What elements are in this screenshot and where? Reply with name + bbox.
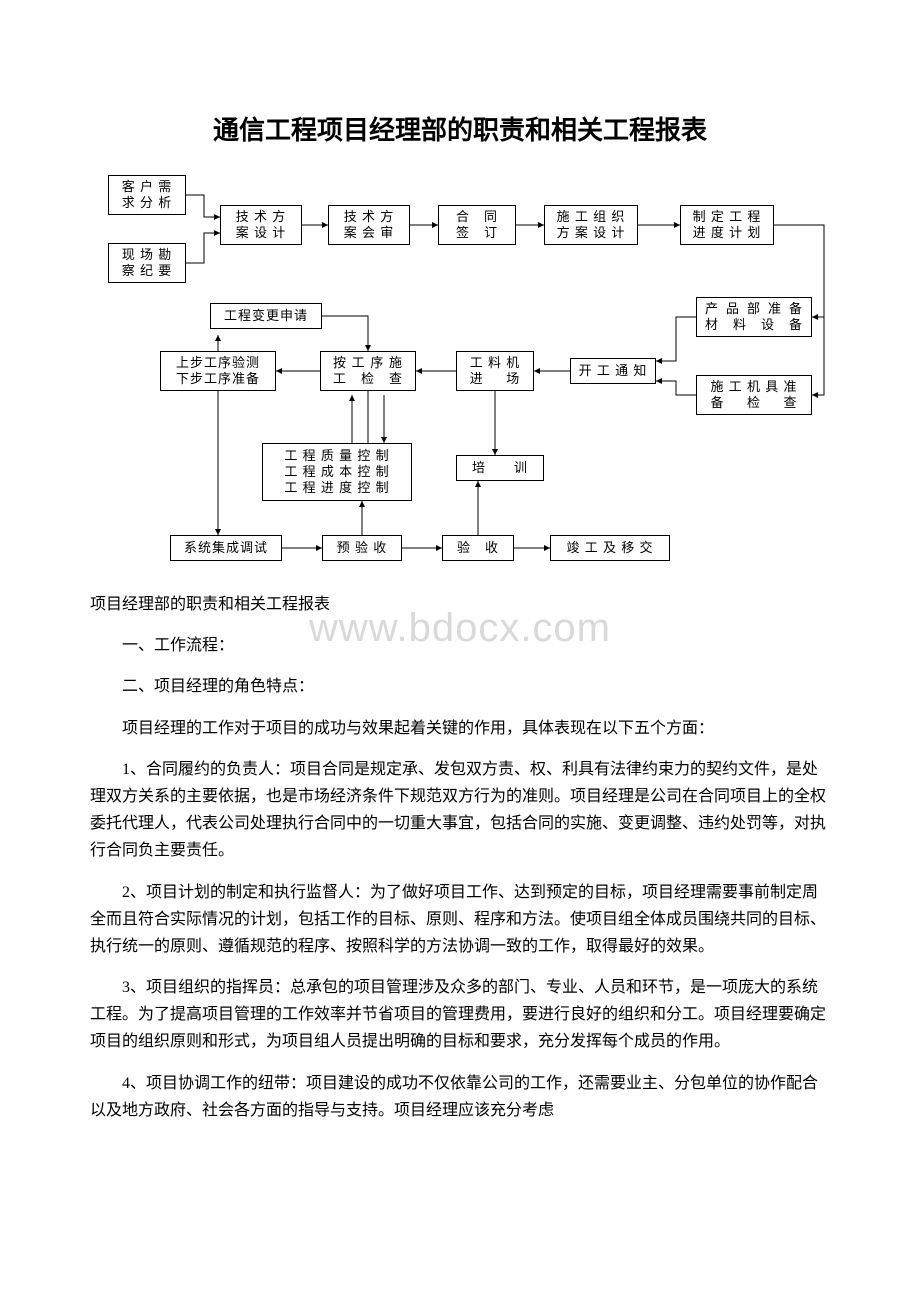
flow-node-n1: 客 户 需 求 分 析 [108,175,186,215]
flow-node-n15: 工 程 质 量 控 制 工 程 成 本 控 制 工 程 进 度 控 制 [262,443,412,501]
paragraph-1: 1、合同履约的负责人：项目合同是规定承、发包双方责、权、利具有法律约束力的契约文… [90,756,830,865]
flow-node-n4: 技 术 方 案 会 审 [328,205,410,245]
paragraph-2: 2、项目计划的制定和执行监督人：为了做好项目工作、达到预定的目标，项目经理需要事… [90,879,830,961]
subtitle: 项目经理部的职责和相关工程报表 [90,591,830,618]
flow-node-n8: 工程变更申请 [210,303,322,329]
flowchart-container: 客 户 需 求 分 析现 场 勘 察 纪 要技 术 方 案 设 计技 术 方 案… [90,175,830,585]
flow-node-n2: 现 场 勘 察 纪 要 [108,243,186,283]
flow-node-n9: 上步工序验测 下步工序准备 [160,351,276,391]
flow-node-n12: 开 工 通 知 [570,358,656,384]
paragraph-4: 4、项目协调工作的纽带：项目建设的成功不仅依靠公司的工作，还需要业主、分包单位的… [90,1070,830,1124]
flow-node-n18: 预 验 收 [322,535,402,561]
flow-node-n11: 工 料 机 进 场 [456,351,534,391]
flow-node-n16: 培 训 [456,455,544,481]
paragraph-3: 3、项目组织的指挥员：总承包的项目管理涉及众多的部门、专业、人员和环节，是一项庞… [90,974,830,1056]
section-2: 二、项目经理的角色特点： [90,673,830,700]
flow-node-n3: 技 术 方 案 设 计 [220,205,302,245]
flow-node-n17: 系统集成调试 [170,535,282,561]
section-1: 一、工作流程： [90,632,830,659]
paragraph-intro: 项目经理的工作对于项目的成功与效果起着关键的作用，具体表现在以下五个方面： [90,715,830,742]
flow-node-n14: 施 工 机 具 准 备 检 查 [696,375,812,415]
flow-node-n7: 制 定 工 程 进 度 计 划 [680,205,774,245]
flow-node-n10: 按 工 序 施 工 检 查 [320,351,416,391]
flow-node-n13: 产 品 部 准 备 材 料 设 备 [696,297,812,337]
flow-node-n6: 施 工 组 织 方 案 设 计 [544,205,638,245]
page-title: 通信工程项目经理部的职责和相关工程报表 [90,110,830,147]
flow-node-n5: 合 同 签 订 [438,205,516,245]
flow-node-n20: 竣 工 及 移 交 [550,535,670,561]
flow-node-n19: 验 收 [442,535,514,561]
